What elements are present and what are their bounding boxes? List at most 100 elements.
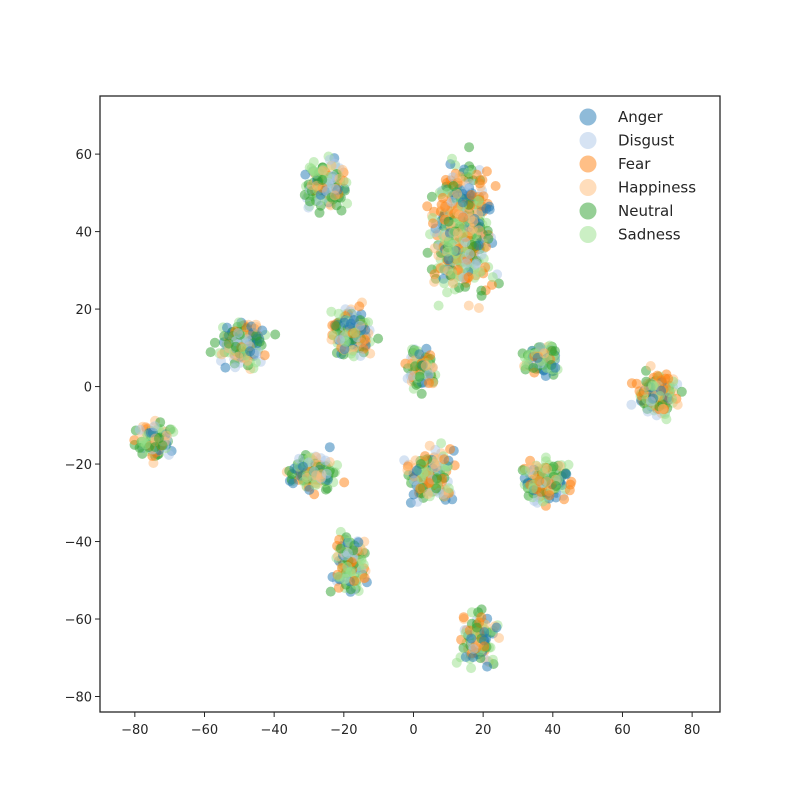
legend-label-fear: Fear: [618, 155, 651, 173]
scatter-point-neutral: [482, 225, 493, 236]
scatter-point-happiness: [542, 476, 552, 487]
scatter-point-neutral: [458, 642, 469, 653]
legend-marker-neutral: [579, 202, 597, 220]
scatter-point-disgust: [355, 320, 365, 331]
scatter-point-anger: [561, 469, 572, 480]
scatter-point-happiness: [402, 465, 413, 476]
scatter-point-happiness: [474, 225, 485, 236]
scatter-point-fear: [479, 641, 490, 652]
scatter-point-sadness: [423, 466, 434, 477]
scatter-point-neutral: [431, 483, 442, 494]
scatter-point-disgust: [149, 421, 160, 432]
scatter-point-disgust: [424, 369, 434, 380]
scatter-point-neutral: [219, 331, 230, 342]
scatter-point-neutral: [432, 473, 442, 484]
y-tick-label: 60: [75, 148, 92, 163]
scatter-point-disgust: [430, 227, 441, 238]
scatter-point-happiness: [233, 351, 244, 362]
scatter-point-anger: [484, 204, 495, 215]
scatter-point-sadness: [487, 654, 498, 665]
legend-marker-fear: [579, 155, 597, 173]
scatter-point-neutral: [483, 233, 494, 244]
scatter-point-neutral: [317, 174, 328, 185]
scatter-point-disgust: [468, 643, 479, 654]
scatter-point-sadness: [298, 476, 309, 487]
scatter-point-anger: [245, 346, 256, 357]
scatter-point-happiness: [463, 300, 474, 311]
scatter-point-neutral: [205, 347, 216, 358]
scatter-point-fear: [471, 169, 482, 180]
scatter-point-fear: [445, 444, 456, 455]
scatter-point-sadness: [416, 473, 427, 484]
scatter-point-sadness: [451, 657, 462, 668]
scatter-point-disgust: [446, 196, 457, 207]
x-tick-label: 0: [409, 723, 417, 738]
scatter-point-happiness: [448, 278, 458, 289]
legend-label-disgust: Disgust: [618, 132, 674, 150]
scatter-point-disgust: [471, 258, 482, 269]
scatter-point-sadness: [667, 393, 677, 404]
scatter-point-disgust: [461, 258, 472, 269]
scatter-point-anger: [220, 362, 231, 373]
scatter-point-fear: [660, 373, 671, 384]
scatter-point-fear: [486, 279, 497, 290]
scatter-point-sadness: [443, 483, 454, 494]
scatter-point-sadness: [527, 483, 538, 494]
scatter-point-disgust: [464, 249, 475, 259]
scatter-point-fear: [437, 192, 448, 203]
scatter-point-neutral: [528, 362, 539, 373]
scatter-point-sadness: [466, 663, 477, 674]
scatter-point-neutral: [416, 388, 427, 399]
scatter-point-neutral: [223, 338, 234, 349]
scatter-point-disgust: [476, 249, 487, 260]
scatter-point-happiness: [430, 462, 441, 473]
scatter-point-sadness: [433, 300, 444, 311]
scatter-point-disgust: [321, 468, 332, 479]
scatter-point-fear: [559, 494, 570, 505]
scatter-point-fear: [354, 301, 365, 312]
scatter-point-anger: [479, 627, 490, 638]
scatter-point-fear: [428, 218, 438, 229]
scatter-point-disgust: [233, 328, 244, 339]
scatter-point-happiness: [539, 348, 550, 359]
legend-marker-anger: [579, 108, 597, 126]
scatter-point-anger: [408, 489, 419, 500]
scatter-point-disgust: [230, 362, 241, 373]
plot-frame: [99, 95, 721, 713]
scatter-point-disgust: [134, 424, 145, 435]
legend-label-neutral: Neutral: [618, 202, 673, 220]
x-tick-label: −80: [121, 723, 148, 738]
scatter-point-sadness: [349, 327, 360, 338]
scatter-point-sadness: [537, 496, 548, 507]
scatter-point-fear: [420, 451, 430, 462]
x-tick-label: 40: [545, 723, 562, 738]
scatter-point-happiness: [657, 403, 668, 414]
scatter-point-anger: [550, 362, 561, 373]
scatter-point-happiness: [422, 489, 433, 499]
scatter-point-disgust: [626, 399, 637, 410]
scatter-point-sadness: [140, 439, 151, 450]
scatter-point-fear: [259, 350, 270, 361]
scatter-point-fear: [490, 181, 501, 191]
y-tick-label: −80: [65, 691, 92, 706]
scatter-point-neutral: [254, 336, 265, 347]
scatter-point-sadness: [487, 272, 498, 283]
scatter-point-fear: [424, 478, 434, 489]
scatter-point-sadness: [342, 561, 353, 572]
scatter-point-fear: [458, 612, 469, 623]
scatter-point-fear: [564, 485, 575, 496]
scatter-point-anger: [443, 254, 454, 265]
scatter-point-fear: [534, 475, 545, 486]
scatter-point-fear: [439, 454, 450, 465]
scatter-point-neutral: [331, 321, 342, 332]
scatter-point-anger: [466, 633, 477, 644]
scatter-point-happiness: [317, 165, 328, 176]
scatter-point-disgust: [460, 237, 471, 248]
scatter-point-anger: [324, 442, 335, 453]
scatter-point-anger: [298, 461, 308, 472]
scatter-point-neutral: [448, 180, 459, 191]
scatter-point-sadness: [308, 165, 318, 176]
scatter-point-disgust: [645, 396, 656, 407]
scatter-point-neutral: [551, 481, 561, 491]
